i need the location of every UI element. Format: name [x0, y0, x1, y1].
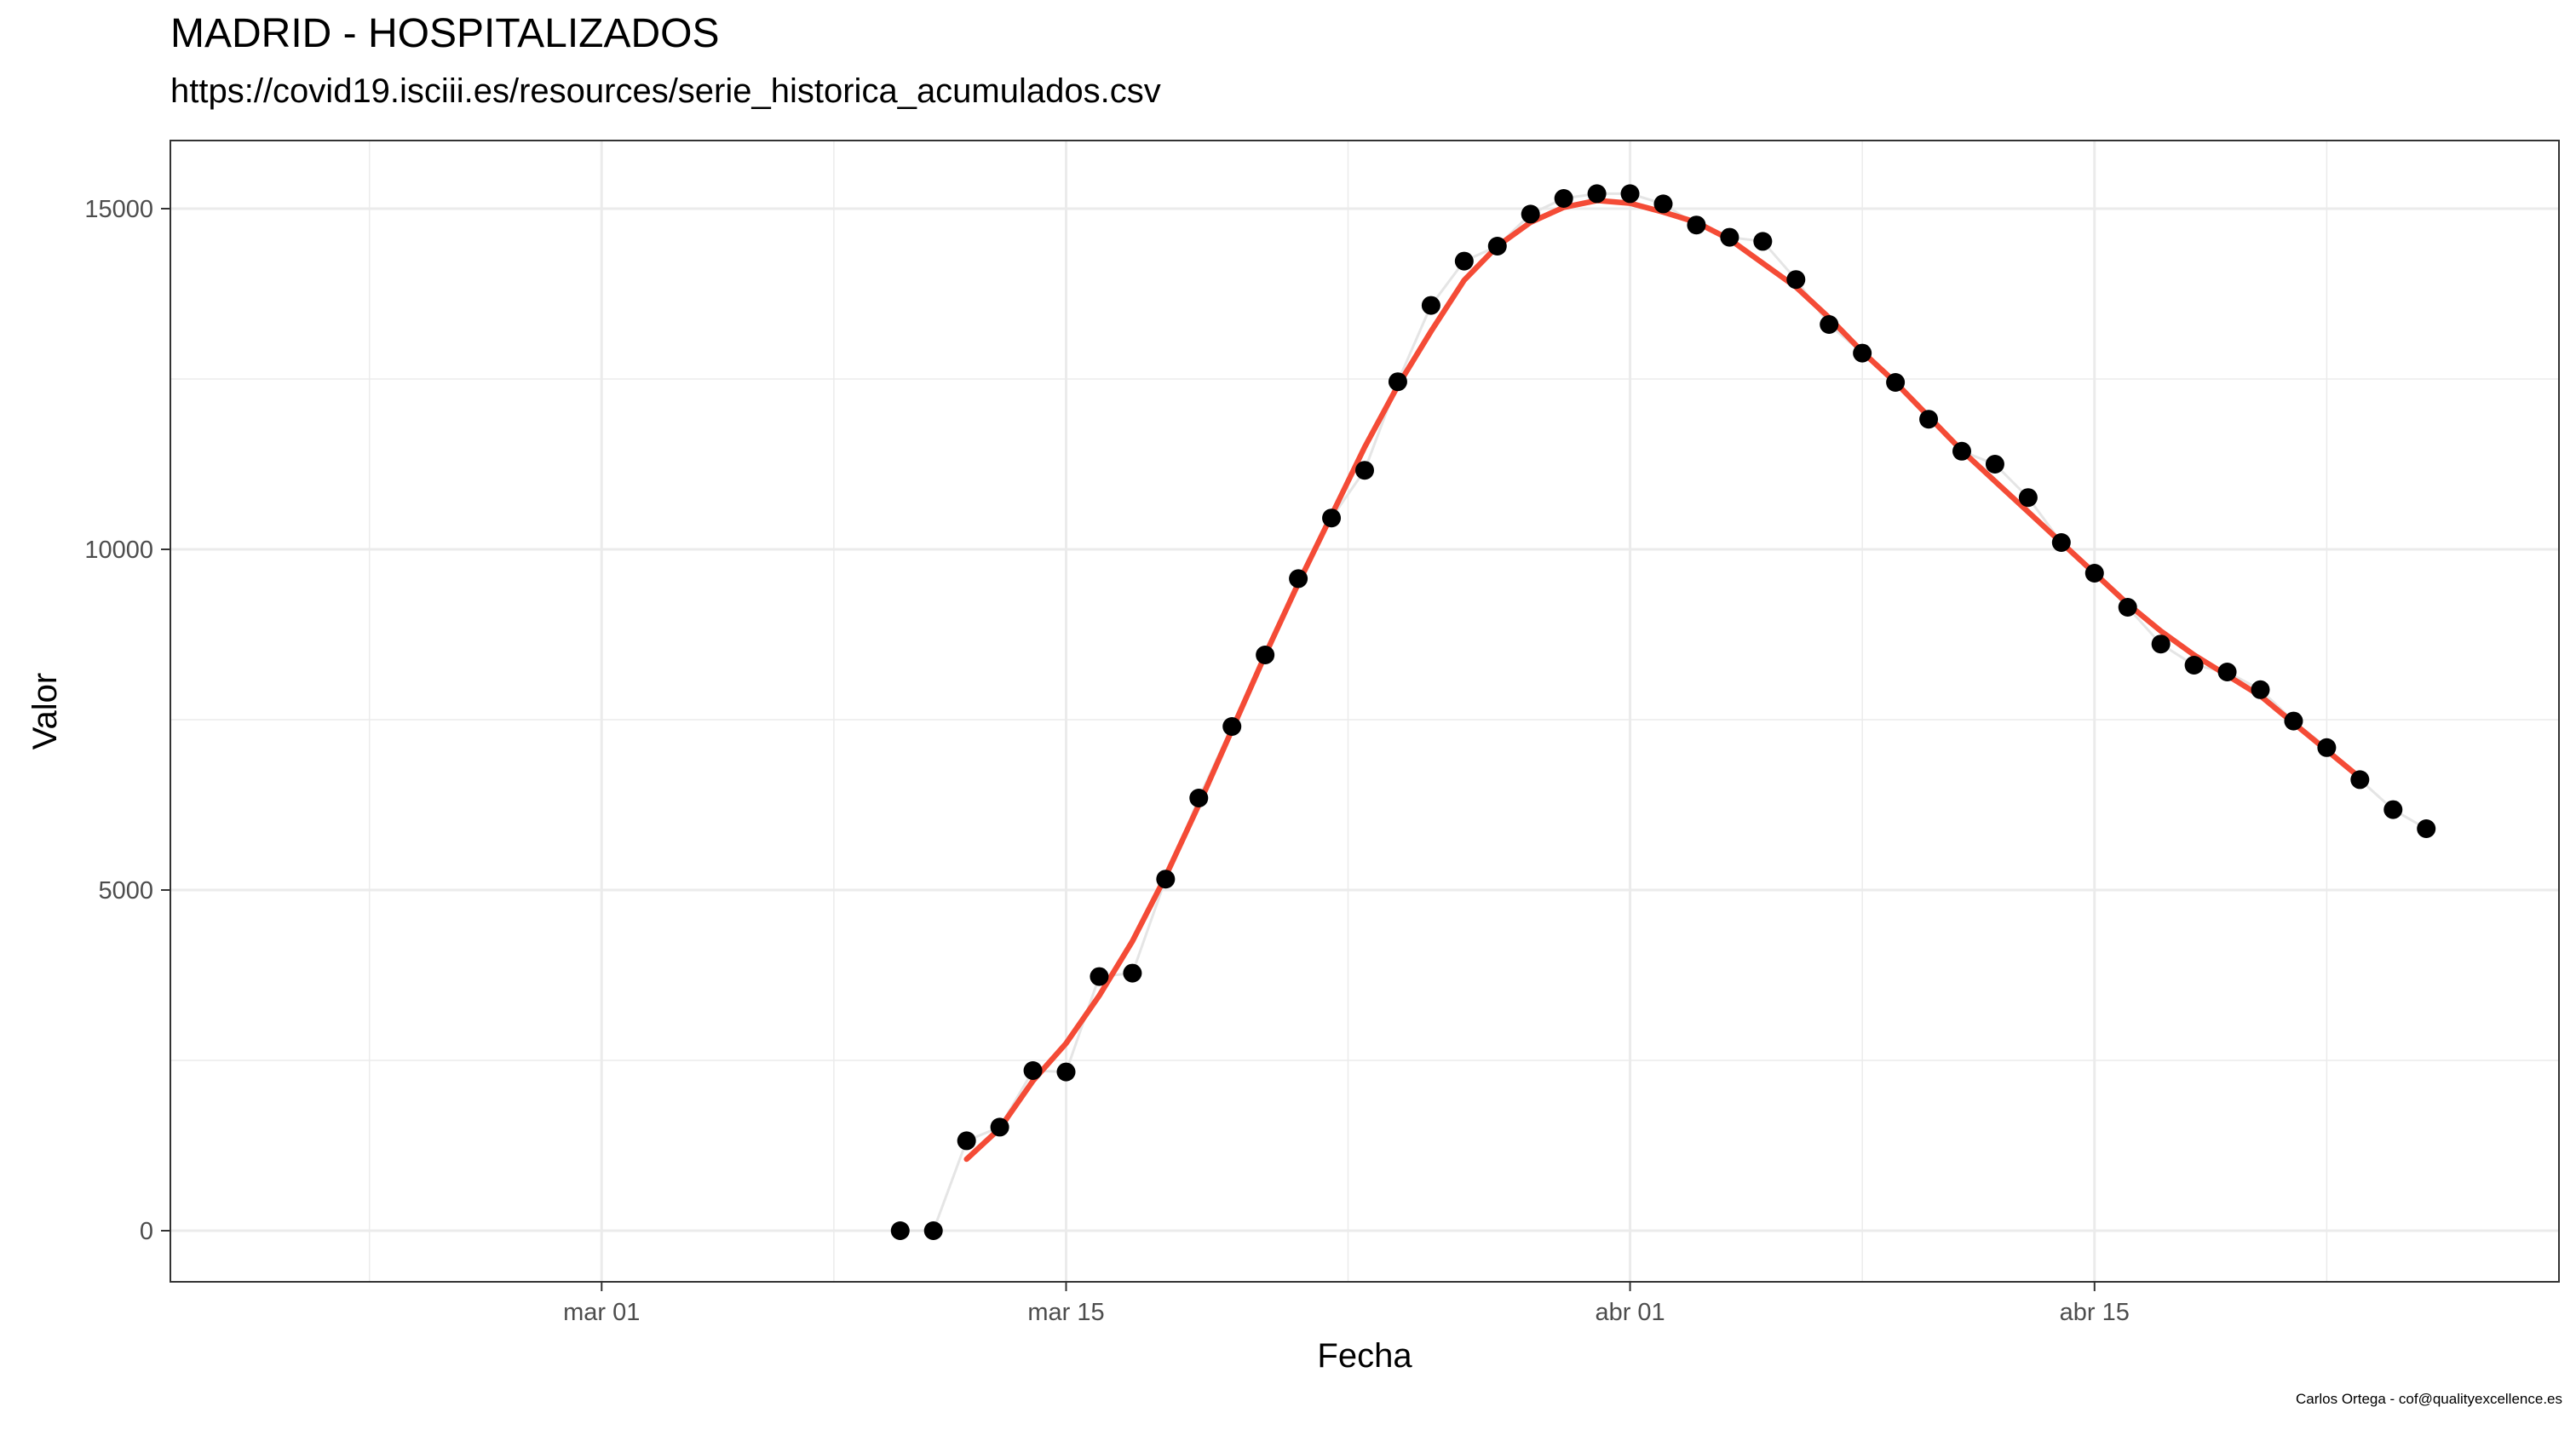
data-point: [1156, 870, 1176, 889]
data-point: [1653, 194, 1673, 214]
x-tick-label: mar 15: [1027, 1299, 1104, 1326]
y-tick-label: 5000: [98, 877, 153, 905]
y-tick-label: 10000: [84, 537, 153, 564]
data-point: [1554, 189, 1573, 208]
data-point: [1322, 508, 1342, 528]
data-point: [1985, 455, 2004, 474]
y-tick-label: 0: [140, 1218, 153, 1245]
data-point: [1421, 296, 1440, 315]
x-tick-label: abr 01: [1595, 1299, 1665, 1326]
data-point: [1753, 232, 1773, 251]
data-point: [2284, 711, 2303, 731]
data-point: [1487, 237, 1507, 256]
data-point: [1222, 717, 1242, 736]
data-point: [1720, 227, 1739, 247]
data-point: [1952, 441, 1971, 461]
data-point: [1023, 1061, 1043, 1080]
data-point: [1355, 461, 1374, 480]
data-point: [957, 1131, 976, 1151]
raw-connector-line: [900, 192, 2427, 1232]
data-point: [2417, 819, 2436, 838]
data-point: [1820, 315, 1839, 334]
data-point: [1289, 569, 1308, 589]
data-point: [1620, 184, 1640, 204]
data-point: [1123, 963, 1142, 983]
data-point: [1090, 967, 1109, 986]
y-axis-title: Valor: [26, 673, 64, 749]
data-point: [2251, 680, 2270, 699]
data-point: [1454, 251, 1474, 271]
data-point: [2051, 533, 2071, 552]
data-point: [1521, 204, 1540, 224]
x-tick-label: abr 15: [2060, 1299, 2130, 1326]
x-axis-title: Fecha: [1317, 1337, 1412, 1375]
plot-panel-border: [170, 140, 2560, 1283]
data-point: [2317, 738, 2337, 757]
data-point: [2383, 800, 2403, 819]
data-point: [2217, 663, 2237, 681]
data-point: [1919, 410, 1939, 429]
data-point: [1189, 789, 1209, 807]
data-point: [2350, 770, 2370, 790]
data-point: [923, 1221, 943, 1240]
data-point: [2084, 564, 2104, 583]
data-point: [1853, 343, 1872, 363]
chart-title: MADRID - HOSPITALIZADOS: [170, 11, 720, 56]
data-point: [990, 1117, 1009, 1137]
author-caption: Carlos Ortega - cof@qualityexcellence.es: [2295, 1391, 2562, 1407]
data-point: [2018, 488, 2038, 508]
data-point: [2118, 598, 2137, 617]
chart-subtitle: https://covid19.isciii.es/resources/seri…: [170, 72, 1161, 110]
smoothed-trend-line: [963, 198, 2363, 1163]
data-point: [1587, 184, 1607, 204]
data-point: [1886, 373, 1906, 392]
data-point: [2151, 635, 2171, 654]
data-point: [1786, 270, 1806, 290]
data-point: [2184, 656, 2204, 675]
data-point: [1056, 1062, 1076, 1082]
data-point: [1687, 215, 1706, 235]
data-point: [890, 1221, 910, 1240]
data-point: [1256, 646, 1275, 664]
data-point: [1388, 372, 1407, 392]
x-tick-label: mar 01: [563, 1299, 640, 1326]
y-tick-label: 15000: [84, 196, 153, 223]
